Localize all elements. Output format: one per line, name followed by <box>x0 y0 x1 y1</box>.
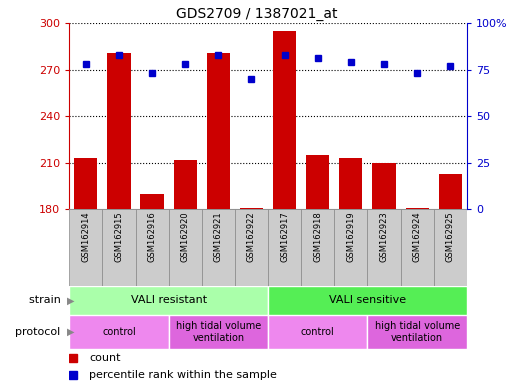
Bar <box>273 31 296 209</box>
Text: GSM162918: GSM162918 <box>313 212 322 262</box>
FancyBboxPatch shape <box>69 286 268 315</box>
Bar <box>173 160 197 209</box>
Bar <box>74 158 97 209</box>
FancyBboxPatch shape <box>235 209 268 286</box>
FancyBboxPatch shape <box>367 209 401 286</box>
Bar <box>240 208 263 209</box>
Text: GSM162925: GSM162925 <box>446 212 455 262</box>
Bar <box>372 163 396 209</box>
Bar <box>339 158 363 209</box>
Text: GSM162914: GSM162914 <box>82 212 90 262</box>
FancyBboxPatch shape <box>169 209 202 286</box>
FancyBboxPatch shape <box>69 315 169 349</box>
Text: GSM162919: GSM162919 <box>346 212 356 262</box>
FancyBboxPatch shape <box>202 209 235 286</box>
Text: GSM162920: GSM162920 <box>181 212 190 262</box>
FancyBboxPatch shape <box>334 209 367 286</box>
Text: GSM162915: GSM162915 <box>114 212 124 262</box>
Bar <box>107 53 130 209</box>
Bar <box>207 53 230 209</box>
Text: GSM162924: GSM162924 <box>412 212 422 262</box>
Text: control: control <box>102 327 136 337</box>
Text: count: count <box>89 353 121 363</box>
FancyBboxPatch shape <box>367 315 467 349</box>
Text: ▶: ▶ <box>67 295 74 306</box>
Text: GSM162921: GSM162921 <box>214 212 223 262</box>
Text: percentile rank within the sample: percentile rank within the sample <box>89 370 277 381</box>
FancyBboxPatch shape <box>301 209 334 286</box>
FancyBboxPatch shape <box>268 315 367 349</box>
FancyBboxPatch shape <box>135 209 169 286</box>
Bar <box>406 208 429 209</box>
FancyBboxPatch shape <box>169 315 268 349</box>
Text: control: control <box>301 327 334 337</box>
Text: GSM162923: GSM162923 <box>380 212 388 262</box>
Text: GDS2709 / 1387021_at: GDS2709 / 1387021_at <box>176 7 337 21</box>
Text: high tidal volume
ventilation: high tidal volume ventilation <box>374 321 460 343</box>
FancyBboxPatch shape <box>103 209 135 286</box>
Text: protocol: protocol <box>15 327 64 337</box>
Text: high tidal volume
ventilation: high tidal volume ventilation <box>176 321 261 343</box>
Text: VALI sensitive: VALI sensitive <box>329 295 406 306</box>
Text: strain: strain <box>29 295 64 306</box>
FancyBboxPatch shape <box>69 209 103 286</box>
FancyBboxPatch shape <box>268 286 467 315</box>
Bar <box>439 174 462 209</box>
Text: ▶: ▶ <box>67 327 74 337</box>
FancyBboxPatch shape <box>401 209 433 286</box>
FancyBboxPatch shape <box>433 209 467 286</box>
Text: GSM162917: GSM162917 <box>280 212 289 262</box>
FancyBboxPatch shape <box>268 209 301 286</box>
Bar <box>141 194 164 209</box>
Bar <box>306 155 329 209</box>
Text: GSM162916: GSM162916 <box>148 212 156 262</box>
Text: GSM162922: GSM162922 <box>247 212 256 262</box>
Text: VALI resistant: VALI resistant <box>131 295 207 306</box>
